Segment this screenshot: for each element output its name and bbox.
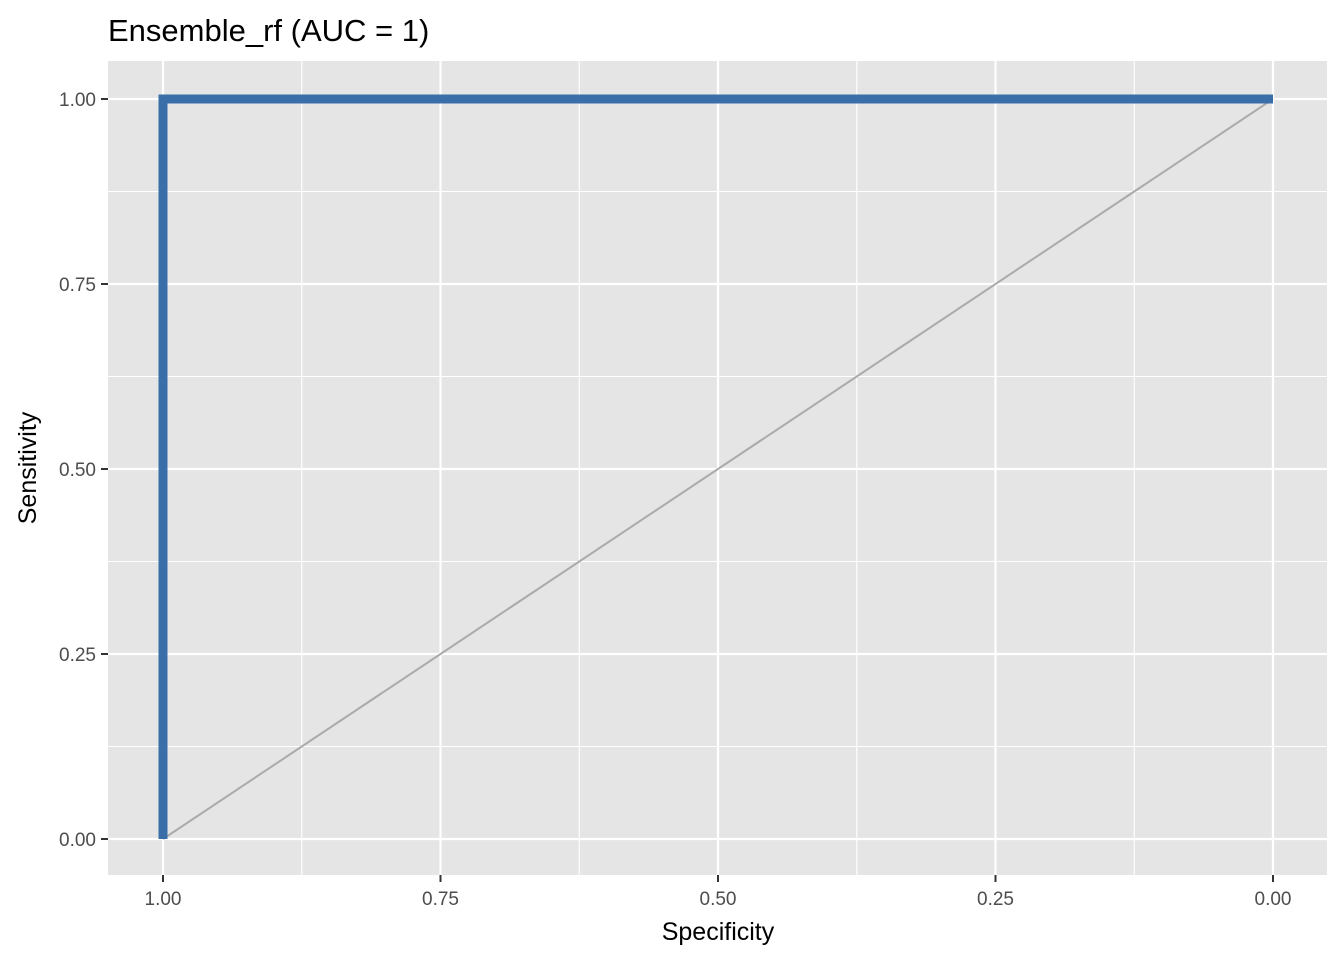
x-tick-label: 0.25: [977, 889, 1014, 910]
x-tick-label: 1.00: [145, 889, 182, 910]
chart-title: Ensemble_rf (AUC = 1): [108, 13, 429, 48]
x-axis-title: Specificity: [662, 918, 775, 946]
y-tick-label: 0.50: [59, 460, 96, 481]
y-axis-title: Sensitivity: [14, 411, 42, 524]
y-tick-label: 0.00: [59, 830, 96, 851]
x-tick-label: 0.75: [422, 889, 459, 910]
y-axis: 0.00 0.25 0.50 0.75 1.00: [59, 90, 108, 851]
x-tick-label: 0.00: [1255, 889, 1292, 910]
y-tick-label: 1.00: [59, 90, 96, 111]
x-axis: 1.00 0.75 0.50 0.25 0.00: [145, 875, 1292, 910]
x-tick-label: 0.50: [700, 889, 737, 910]
y-tick-label: 0.25: [59, 645, 96, 666]
reference-line: [162, 98, 1274, 840]
y-tick-label: 0.75: [59, 275, 96, 296]
roc-line: [158, 94, 1273, 839]
reference-diagonal: [162, 98, 1274, 840]
roc-curve: [158, 94, 1273, 839]
